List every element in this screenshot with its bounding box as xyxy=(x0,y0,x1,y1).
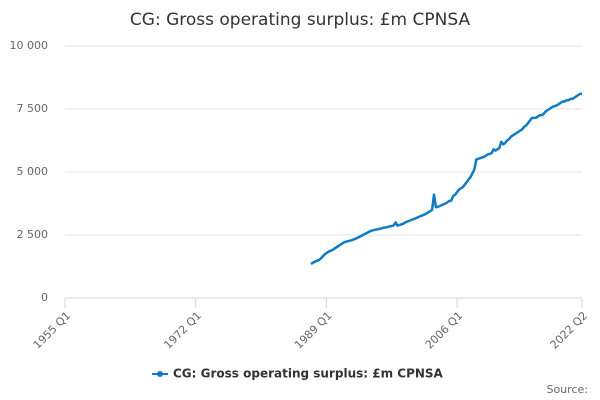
legend-label: CG: Gross operating surplus: £m CPNSA xyxy=(173,367,444,381)
x-tick-label: 1972 Q1 xyxy=(161,309,204,352)
y-tick-label: 10 000 xyxy=(10,39,49,52)
x-tick-label: 2006 Q1 xyxy=(423,309,466,352)
chart-title: CG: Gross operating surplus: £m CPNSA xyxy=(130,10,471,30)
series-line xyxy=(310,92,582,266)
x-tick-label: 1989 Q1 xyxy=(292,309,335,352)
y-tick-label: 2 500 xyxy=(17,228,49,241)
y-tick-label: 7 500 xyxy=(17,102,49,115)
source: Source: xyxy=(547,383,589,396)
y-tick-label: 0 xyxy=(41,291,48,304)
legend-marker xyxy=(157,371,163,377)
x-tick-label: 2022 Q2 xyxy=(548,309,591,352)
y-tick-label: 5 000 xyxy=(17,165,49,178)
x-tick-label: 1955 Q1 xyxy=(31,309,74,352)
